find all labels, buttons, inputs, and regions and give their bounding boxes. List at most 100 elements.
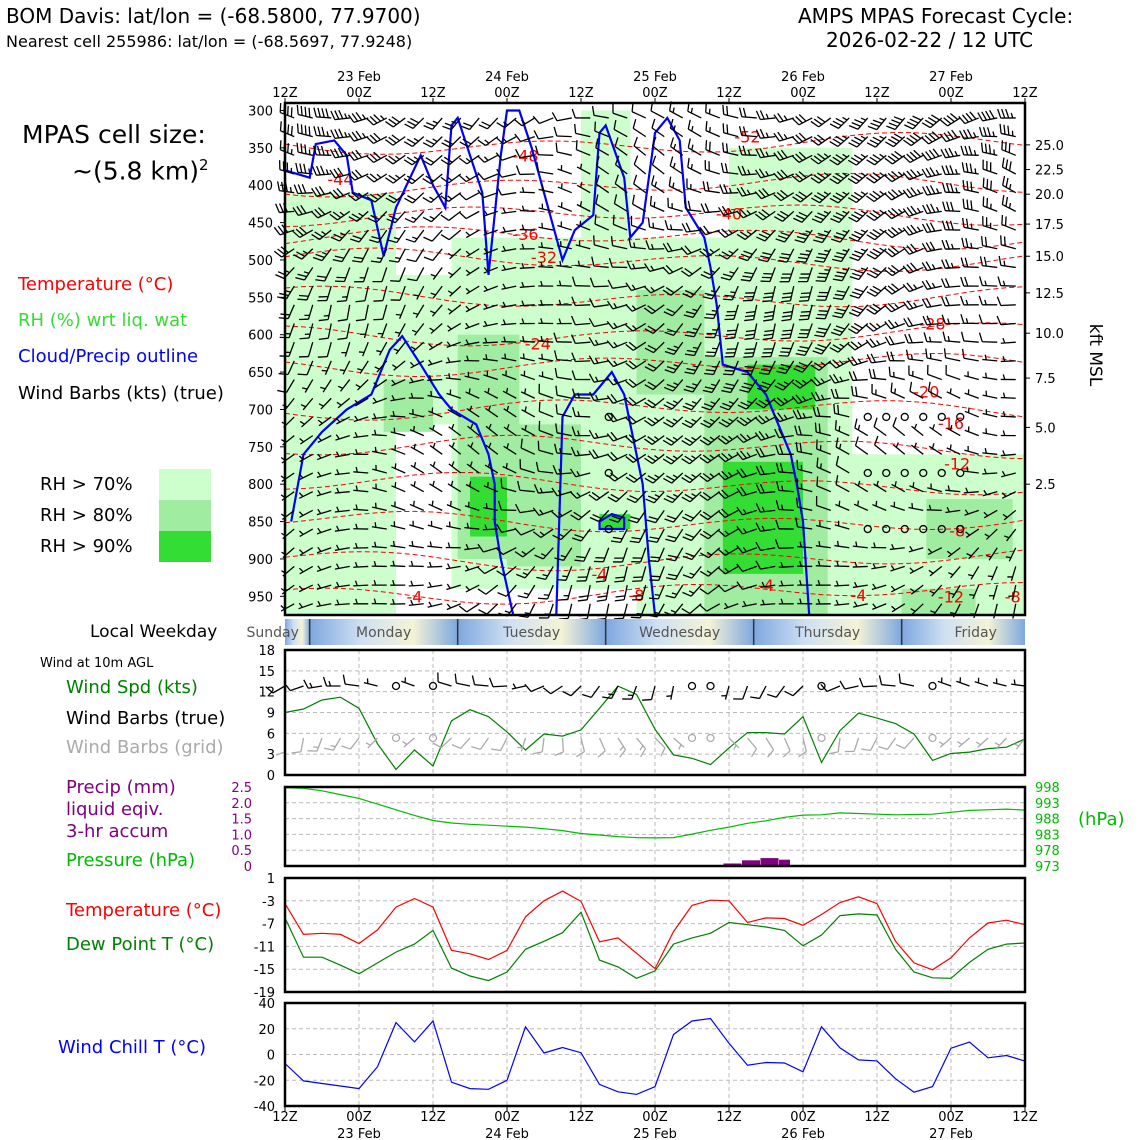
barb-staff [760, 491, 776, 494]
barb-flag [906, 137, 915, 144]
wind-barb [298, 453, 314, 463]
barb-flag [886, 351, 891, 361]
barb-flag [685, 311, 696, 315]
barb-half-flag [879, 153, 885, 158]
barb-staff [393, 360, 406, 371]
barb-staff [1000, 396, 1016, 399]
barb-half-flag [577, 260, 580, 267]
barb-flag [927, 381, 931, 392]
barb-flag [717, 472, 726, 481]
barb-staff [724, 565, 739, 575]
barb-staff [871, 584, 887, 591]
barb-half-flag [823, 153, 829, 158]
wind-barb [606, 412, 628, 423]
barb-half-flag [879, 135, 885, 140]
wind-barb-10m [401, 677, 415, 687]
barb-flag [942, 201, 946, 211]
barb-flag [516, 573, 526, 579]
wind-barb [336, 285, 351, 303]
barb-staff [982, 452, 998, 455]
barb-flag [422, 159, 432, 166]
barb-flag [779, 462, 784, 473]
wind-barb [403, 173, 425, 185]
barb-flag [687, 138, 691, 148]
barb-flag [663, 386, 674, 392]
barb-flag [574, 559, 584, 562]
barb-flag [318, 185, 326, 195]
barb-flag [442, 125, 452, 131]
barb-staff [891, 584, 906, 593]
temp-tick-label: -7 [262, 918, 275, 933]
wind-barb [390, 285, 406, 301]
barb-flag [773, 132, 780, 142]
barb-flag [410, 117, 420, 124]
barb-staff [956, 680, 970, 687]
barb-flag [576, 751, 585, 758]
barb-flag [811, 218, 822, 224]
wind-barb [699, 453, 721, 464]
wind-barb [683, 200, 702, 213]
wind-barb [465, 304, 480, 313]
barb-flag [966, 180, 969, 191]
barb-half-flag [672, 107, 675, 113]
barb-flag [496, 122, 506, 129]
wind-barb [521, 406, 536, 418]
wind-barb [923, 332, 942, 343]
hpa-unit-label: (hPa) [1078, 809, 1125, 830]
barb-flag [296, 104, 299, 115]
barb-half-flag [650, 265, 655, 271]
barb-staff [449, 285, 462, 297]
barb-half-flag [836, 540, 840, 547]
barb-flag [337, 167, 344, 177]
barb-flag [869, 270, 879, 276]
barb-flag [830, 331, 841, 337]
barb-half-flag [373, 413, 377, 419]
barb-half-flag [521, 318, 525, 324]
barb-half-flag [504, 353, 507, 359]
barb-staff [687, 166, 702, 175]
wind-barb [390, 501, 406, 511]
barb-staff [427, 360, 443, 366]
barb-flag [644, 401, 653, 409]
barb-half-flag [355, 466, 358, 473]
barb-flag [554, 367, 558, 378]
wind-barb [963, 487, 979, 494]
barb-staff [632, 127, 647, 138]
barb-staff [306, 285, 314, 301]
barb-half-flag [936, 206, 940, 213]
barb-staff [286, 379, 295, 393]
wind-barb [755, 148, 776, 159]
barb-flag [872, 303, 882, 310]
calm-marker [604, 524, 613, 534]
barb-staff [575, 132, 591, 138]
barb-half-flag [1003, 535, 1010, 539]
wind-barb [927, 483, 942, 493]
barb-flag [625, 476, 635, 483]
wind-barb [755, 503, 776, 513]
barb-half-flag [524, 612, 530, 615]
barb-staff [816, 524, 831, 530]
barb-half-flag [594, 339, 599, 345]
wind-barb [829, 373, 850, 384]
barb-half-flag [1001, 492, 1007, 497]
precip-label-3: 3-hr accum [66, 821, 169, 842]
barb-half-flag [820, 394, 825, 400]
barb-half-flag [842, 191, 848, 196]
wind-barb [374, 360, 388, 373]
wind-barb [738, 145, 757, 156]
wind-barb [760, 581, 776, 589]
barb-flag [726, 366, 736, 369]
barb-flag [329, 149, 336, 159]
barb-flag [903, 139, 912, 147]
barb-staff [982, 432, 998, 437]
wind-barb [686, 178, 702, 194]
wind-barb [372, 267, 388, 283]
wind-barb [964, 407, 979, 418]
barb-flag [736, 545, 744, 554]
calm-marker [604, 412, 613, 422]
wind-barb [442, 117, 462, 131]
wind-barb [353, 466, 369, 474]
barb-flag [829, 374, 836, 384]
barb-half-flag [897, 189, 903, 195]
wind-barb [390, 395, 406, 402]
